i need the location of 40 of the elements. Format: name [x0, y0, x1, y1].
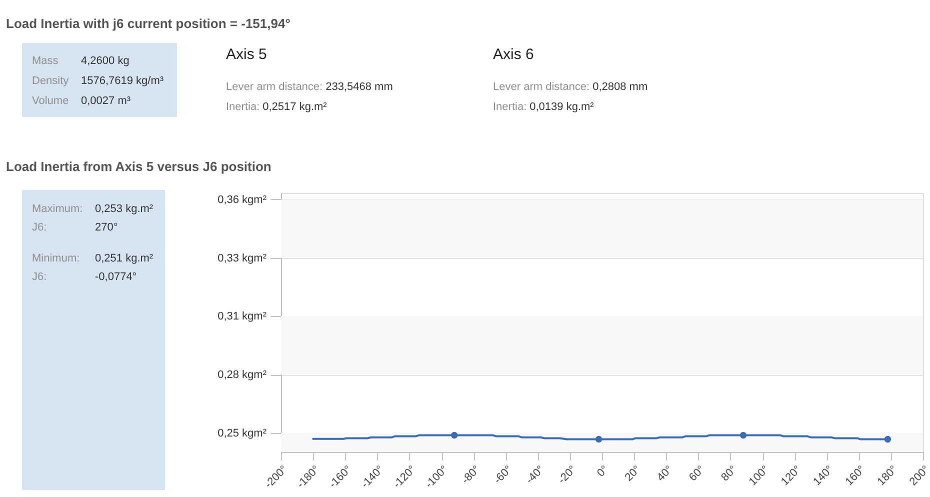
x-tick-label: -20° [556, 464, 579, 486]
text: Mass [32, 55, 59, 67]
text: 0,251 kg.m² [95, 252, 154, 264]
x-tick-label: -60° [492, 464, 515, 486]
text: 0,0027 m³ [81, 95, 131, 107]
text: -0,0774° [95, 271, 137, 283]
y-tick-label: 0,28 kgm² [218, 369, 267, 382]
text: 0,2517 kg.m² [262, 101, 328, 113]
text: 0,2808 mm [592, 81, 648, 93]
text: 1576,7619 kg/m³ [81, 75, 164, 87]
text: 270° [95, 222, 118, 234]
text: Maximum: [32, 203, 83, 215]
x-tick-label: -40° [524, 464, 547, 486]
text: J6: [32, 222, 47, 234]
text: Lever arm distance: [493, 81, 590, 93]
text: 0,0139 kg.m² [530, 101, 594, 113]
text: 0,253 kg.m² [95, 203, 154, 215]
x-tick-label: 60° [687, 464, 708, 484]
text: Inertia: [493, 101, 527, 113]
x-tick-label: -80° [460, 464, 483, 486]
y-tick-label: 0,36 kgm² [218, 194, 267, 206]
text: Axis 6 [493, 46, 534, 63]
text: Load Inertia with j6 current position = -151,94° [6, 16, 290, 31]
text: Axis 5 [226, 46, 267, 63]
y-tick-label: 0,25 kgm² [218, 427, 267, 440]
text: Inertia: [226, 101, 260, 113]
x-tick-label: 80° [719, 464, 740, 484]
text: Load Inertia from Axis 5 versus J6 position [6, 159, 272, 174]
x-tick-label: 20° [622, 464, 644, 484]
text: 4,2600 kg [81, 55, 130, 67]
text: 233,5468 mm [326, 81, 393, 93]
text: Lever arm distance: [226, 81, 323, 93]
text: Density [32, 75, 70, 87]
x-tick-label: 0° [595, 464, 611, 480]
x-tick-label: 40° [654, 464, 676, 484]
text: Volume [32, 95, 69, 107]
text: Minimum: [32, 252, 80, 264]
y-tick-label: 0,31 kgm² [218, 310, 267, 323]
y-tick-label: 0,33 kgm² [218, 252, 267, 264]
text: J6: [32, 271, 47, 283]
